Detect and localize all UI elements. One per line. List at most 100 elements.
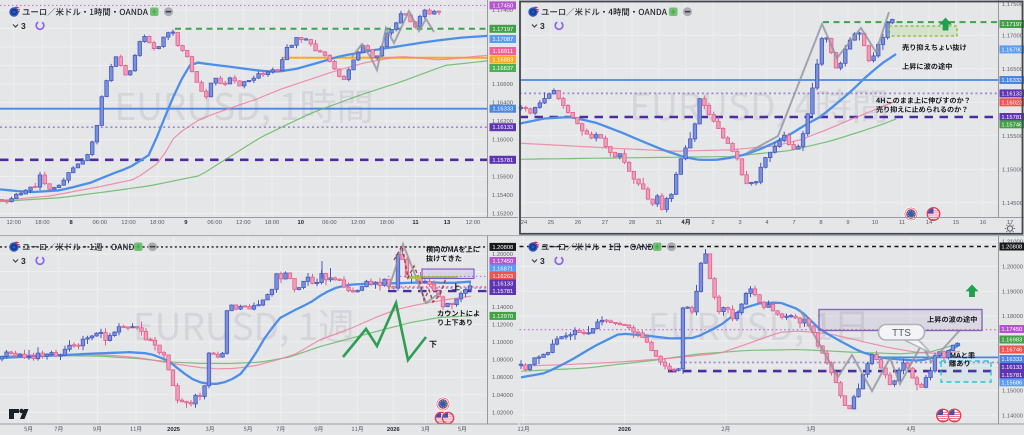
- svg-text:1.16790: 1.16790: [1001, 47, 1022, 53]
- svg-text:2026: 2026: [387, 427, 401, 433]
- svg-text:26: 26: [575, 220, 581, 226]
- svg-text:1.16837: 1.16837: [492, 66, 513, 72]
- svg-text:TTS: TTS: [892, 328, 911, 339]
- svg-text:1.16333: 1.16333: [1001, 78, 1022, 84]
- svg-text:1.20808: 1.20808: [1001, 245, 1022, 251]
- svg-text:1.16500: 1.16500: [1002, 67, 1023, 73]
- svg-text:1.14000: 1.14000: [492, 305, 513, 311]
- svg-text:1.16023: 1.16023: [1001, 100, 1022, 106]
- svg-text:1.16746: 1.16746: [1001, 348, 1022, 354]
- svg-text:1.16883: 1.16883: [492, 58, 513, 64]
- svg-text:1.15500: 1.15500: [1002, 134, 1023, 140]
- svg-text:1.15781: 1.15781: [492, 158, 513, 164]
- svg-text:10: 10: [872, 220, 878, 226]
- svg-text:9: 9: [184, 220, 188, 226]
- svg-text:1.16133: 1.16133: [492, 282, 513, 288]
- svg-text:1.17450: 1.17450: [1001, 327, 1022, 333]
- svg-text:28: 28: [629, 220, 635, 226]
- svg-text:1.10000: 1.10000: [492, 340, 513, 346]
- svg-text:1.16983: 1.16983: [1001, 338, 1022, 344]
- svg-text:1.15200: 1.15200: [492, 212, 513, 218]
- svg-text:1.16600: 1.16600: [492, 82, 513, 88]
- svg-text:1.20000: 1.20000: [492, 252, 513, 258]
- svg-text:17: 17: [1007, 220, 1013, 226]
- svg-text:9: 9: [846, 220, 849, 226]
- svg-text:1.20000: 1.20000: [1002, 265, 1023, 271]
- svg-text:1.14000: 1.14000: [1002, 413, 1023, 419]
- svg-text:12:00: 12:00: [6, 220, 21, 226]
- svg-text:1.17500: 1.17500: [1002, 2, 1023, 8]
- svg-text:1.17450: 1.17450: [492, 259, 513, 265]
- svg-text:1.16133: 1.16133: [1001, 91, 1022, 97]
- svg-text:1.15000: 1.15000: [1002, 167, 1023, 173]
- svg-text:1.08000: 1.08000: [492, 358, 513, 364]
- svg-text:1.16200: 1.16200: [492, 119, 513, 125]
- svg-text:18:00: 18:00: [380, 220, 395, 226]
- svg-text:1.06000: 1.06000: [492, 375, 513, 381]
- svg-text:18:00: 18:00: [35, 220, 50, 226]
- svg-text:1.17197: 1.17197: [1001, 22, 1022, 28]
- svg-text:1.17197: 1.17197: [492, 27, 513, 33]
- svg-text:3: 3: [738, 220, 741, 226]
- svg-text:1.16400: 1.16400: [492, 101, 513, 107]
- svg-text:12:00: 12:00: [121, 220, 136, 226]
- svg-text:1.16911: 1.16911: [493, 49, 514, 55]
- svg-text:1.19000: 1.19000: [1002, 289, 1023, 295]
- svg-text:1.15600: 1.15600: [492, 175, 513, 181]
- svg-text:1.14500: 1.14500: [1002, 201, 1023, 207]
- svg-text:8: 8: [69, 220, 73, 226]
- svg-text:13: 13: [444, 220, 451, 226]
- svg-text:2025: 2025: [167, 427, 181, 433]
- svg-text:31: 31: [656, 220, 662, 226]
- svg-text:06:00: 06:00: [93, 220, 108, 226]
- svg-text:2026: 2026: [618, 427, 632, 433]
- svg-text:1.17400: 1.17400: [492, 8, 513, 14]
- svg-text:1.15781: 1.15781: [1001, 373, 1022, 379]
- svg-text:14: 14: [926, 220, 933, 226]
- svg-text:11: 11: [412, 220, 419, 226]
- svg-text:18:00: 18:00: [265, 220, 280, 226]
- svg-text:12:00: 12:00: [466, 220, 481, 226]
- svg-text:1.15746: 1.15746: [1001, 122, 1022, 128]
- svg-text:3: 3: [21, 21, 26, 31]
- svg-text:12:00: 12:00: [236, 220, 251, 226]
- svg-text:7: 7: [792, 220, 795, 226]
- svg-text:25: 25: [548, 220, 554, 226]
- svg-text:18:00: 18:00: [150, 220, 165, 226]
- svg-text:1.17450: 1.17450: [492, 3, 513, 9]
- svg-text:1.15686: 1.15686: [1001, 380, 1022, 386]
- svg-text:16: 16: [980, 220, 986, 226]
- svg-text:1.15000: 1.15000: [1002, 389, 1023, 395]
- svg-text:3: 3: [21, 256, 26, 266]
- svg-text:1.17087: 1.17087: [492, 37, 513, 43]
- svg-text:15: 15: [953, 220, 959, 226]
- svg-text:1.15781: 1.15781: [1001, 115, 1022, 121]
- svg-text:24: 24: [521, 220, 528, 226]
- svg-text:1.18000: 1.18000: [1002, 314, 1023, 320]
- svg-text:11: 11: [899, 220, 905, 226]
- svg-text:1.16000: 1.16000: [492, 138, 513, 144]
- svg-text:1.15781: 1.15781: [492, 289, 513, 295]
- svg-text:1.15400: 1.15400: [492, 193, 513, 199]
- svg-text:06:00: 06:00: [322, 220, 337, 226]
- svg-text:1.12970: 1.12970: [492, 314, 513, 320]
- svg-text:3: 3: [540, 21, 545, 31]
- svg-text:8: 8: [819, 220, 822, 226]
- svg-text:1.16263: 1.16263: [492, 274, 513, 280]
- svg-text:1.16133: 1.16133: [492, 125, 513, 131]
- svg-text:27: 27: [602, 220, 608, 226]
- svg-text:06:00: 06:00: [207, 220, 222, 226]
- svg-text:3: 3: [540, 256, 545, 266]
- svg-text:1.16871: 1.16871: [492, 267, 513, 273]
- svg-text:4: 4: [765, 220, 769, 226]
- svg-text:1.16333: 1.16333: [492, 107, 513, 113]
- svg-text:1.02000: 1.02000: [492, 410, 513, 416]
- svg-text:1.17000: 1.17000: [1002, 33, 1023, 39]
- svg-text:1.12000: 1.12000: [492, 322, 513, 328]
- svg-text:2: 2: [711, 220, 714, 226]
- svg-text:1.04000: 1.04000: [492, 393, 513, 399]
- svg-text:12:00: 12:00: [351, 220, 366, 226]
- svg-text:1.16133: 1.16133: [1001, 365, 1022, 371]
- svg-text:1.20808: 1.20808: [492, 245, 513, 251]
- svg-text:10: 10: [297, 220, 303, 226]
